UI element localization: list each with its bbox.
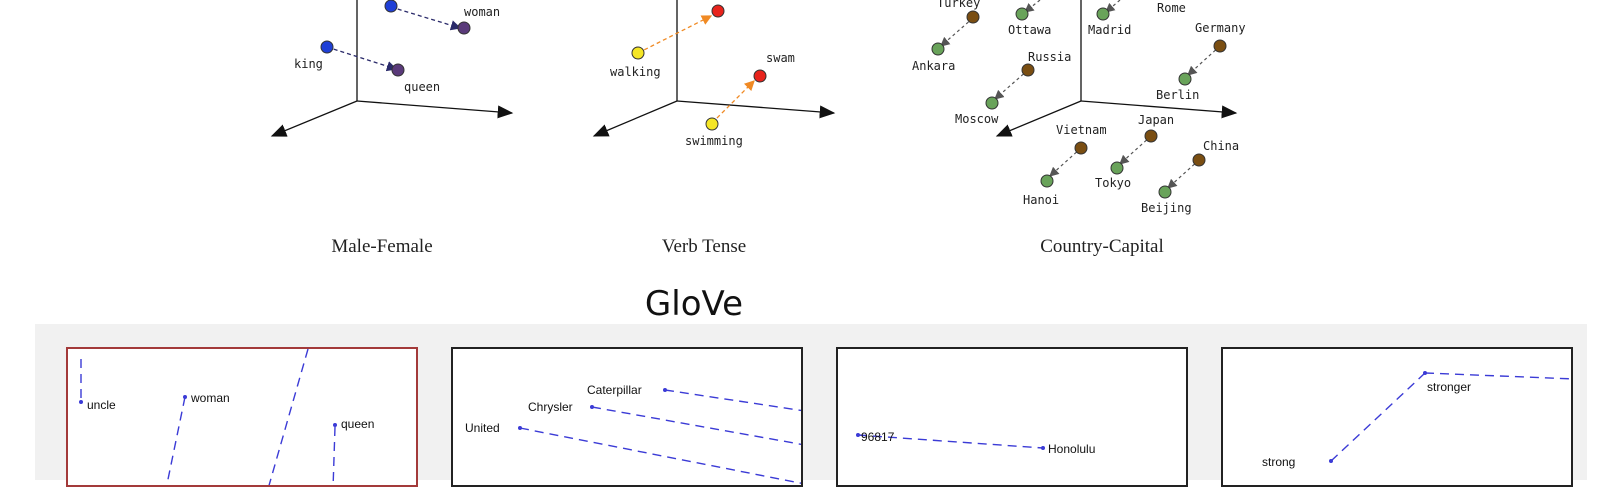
point-queen [391,63,405,77]
label-moscow: Moscow [955,112,999,126]
label-strong: strong [1262,455,1295,469]
label-tokyo: Tokyo [1095,176,1131,190]
point-vietnam [1074,141,1088,155]
caption-male-female: Male-Female [331,236,433,257]
point-man [384,0,398,13]
point-russia [1021,63,1035,77]
label-honolulu: Honolulu [1048,442,1095,456]
glove-title: GloVe [644,284,744,324]
point-ankara [931,42,945,56]
relation-arrow [711,80,755,124]
label-beijing: Beijing [1141,201,1192,215]
label-king: king [294,57,323,71]
relation-arrow [390,6,462,31]
point-hanoi [1040,174,1054,188]
label-rome: Rome [1157,1,1186,15]
axes [592,0,836,137]
glove-panel-1: uncle woman queen [66,347,418,487]
label-united: United [465,421,500,435]
word2vec-diagrams: woman king queen walking swam swimming [270,0,1246,215]
label-caterpillar: Caterpillar [587,383,642,397]
point-king [320,40,334,54]
axes [270,0,514,137]
label-berlin: Berlin [1156,88,1199,102]
label-woman: woman [190,391,230,405]
relation-arrow [326,46,398,72]
label-germany: Germany [1195,21,1246,35]
label-turkey: Turkey [937,0,980,10]
label-stronger: stronger [1427,380,1471,394]
axes [995,0,1238,137]
point-turkey [966,10,980,24]
label-woman: woman [464,5,500,19]
relation-arrow [637,15,713,54]
glove-panel-3: 96817 Honolulu [836,347,1188,487]
glove-plot-3: 96817 Honolulu [856,430,1095,456]
panel-male-female: woman king queen [270,0,514,137]
glove-plot-1: uncle woman queen [79,349,374,485]
point-japan [1144,129,1158,143]
label-walking: walking [610,65,661,79]
label-ankara: Ankara [912,59,955,73]
point-china [1192,153,1206,167]
glove-plot-2: Caterpillar Chrysler United [465,383,801,484]
point-ottawa [1015,7,1029,21]
glove-panel-2: Caterpillar Chrysler United [451,347,803,487]
point-swam [753,69,767,83]
caption-country-capital: Country-Capital [1040,236,1164,257]
label-ottawa: Ottawa [1008,23,1051,37]
label-chrysler: Chrysler [528,400,573,414]
label-russia: Russia [1028,50,1071,64]
panel-verb-tense: walking swam swimming [592,0,836,148]
point-germany [1213,39,1227,53]
relation-arrows [940,0,1221,189]
label-china: China [1203,139,1239,153]
label-japan: Japan [1138,113,1174,127]
point-swimming [705,117,719,131]
point-walked [711,4,725,18]
label-uncle: uncle [87,398,116,412]
point-tokyo [1110,161,1124,175]
label-hanoi: Hanoi [1023,193,1059,207]
label-96817: 96817 [861,430,895,444]
glove-panel-4: stronger strong [1221,347,1573,487]
point-walking [631,46,645,60]
caption-verb-tense: Verb Tense [661,236,747,257]
label-madrid: Madrid [1088,23,1131,37]
point-woman [457,21,471,35]
label-swam: swam [766,51,795,65]
label-vietnam: Vietnam [1056,123,1107,137]
point-beijing [1158,185,1172,199]
point-moscow [985,96,999,110]
label-queen: queen [404,80,440,94]
label-queen: queen [341,417,374,431]
panel-country-capital: Turkey Russia Germany Vietnam Japan Chin… [912,0,1246,215]
point-berlin [1178,72,1192,86]
point-madrid [1096,7,1110,21]
glove-plot-4: stronger strong [1262,371,1571,469]
label-swimming: swimming [685,134,743,148]
